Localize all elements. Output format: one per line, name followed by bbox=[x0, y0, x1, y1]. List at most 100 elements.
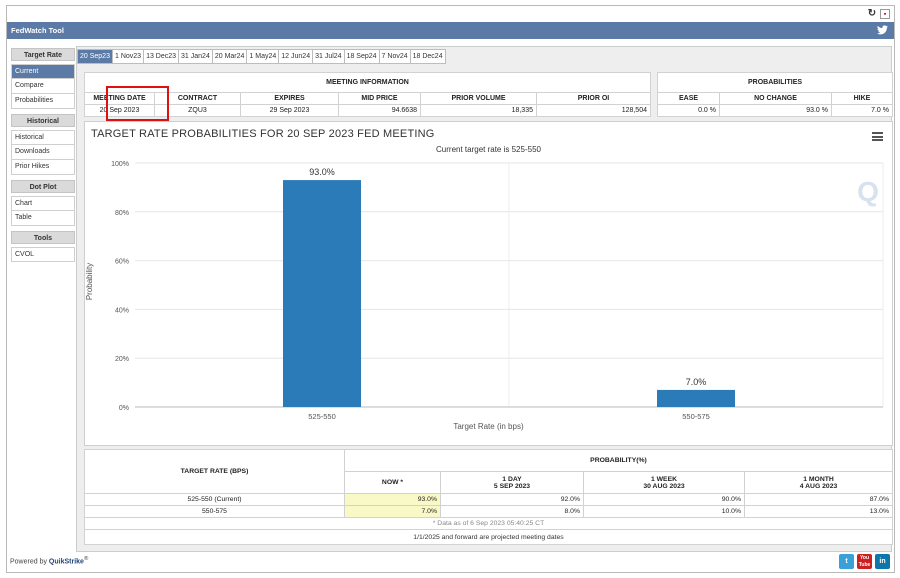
linkedin-icon[interactable]: in bbox=[875, 554, 890, 569]
col-ease: EASE bbox=[657, 92, 720, 105]
meeting-date-value: 20 Sep 2023 bbox=[84, 104, 155, 117]
probability-history-table: TARGET RATE (BPS) PROBABILITY(%) NOW * 1… bbox=[84, 449, 893, 545]
chart-menu-icon[interactable] bbox=[872, 132, 883, 141]
sidebar-group-tools: Tools bbox=[11, 231, 75, 244]
meeting-info-table: MEETING INFORMATION MEETING DATE CONTRAC… bbox=[84, 72, 651, 117]
chart-subtitle: Current target rate is 525-550 bbox=[436, 145, 541, 154]
watermark-logo: Q bbox=[857, 176, 879, 207]
col-1-day: 1 DAY 5 SEP 2023 bbox=[440, 471, 584, 494]
row-value: 8.0% bbox=[440, 505, 584, 518]
tab-20sep23[interactable]: 20 Sep23 bbox=[77, 49, 113, 64]
x-tick-label: 525-550 bbox=[308, 412, 336, 421]
col-mid-price: MID PRICE bbox=[338, 92, 421, 105]
x-tick-label: 550-575 bbox=[682, 412, 710, 421]
sidebar-group-target-rate: Target Rate bbox=[11, 48, 75, 61]
tab-1may24[interactable]: 1 May24 bbox=[247, 49, 280, 64]
sidebar-group-dot-plot: Dot Plot bbox=[11, 180, 75, 193]
row-rate: 525-550 (Current) bbox=[84, 493, 345, 506]
probabilities-table: PROBABILITIES EASE NO CHANGE HIKE 0.0 % … bbox=[657, 72, 893, 117]
col-no-change: NO CHANGE bbox=[719, 92, 832, 105]
col-now-label: NOW * bbox=[381, 479, 404, 486]
mid-price-value: 94.6638 bbox=[338, 104, 421, 117]
row-value: 90.0% bbox=[583, 493, 745, 506]
meeting-tabs: 20 Sep23 1 Nov23 13 Dec23 31 Jan24 20 Ma… bbox=[77, 49, 446, 64]
tab-18sep24[interactable]: 18 Sep24 bbox=[344, 49, 380, 64]
meeting-info-header: MEETING INFORMATION bbox=[84, 72, 651, 93]
row-value: 93.0% bbox=[344, 493, 441, 506]
col-1-week-date: 30 AUG 2023 bbox=[643, 482, 685, 490]
sidebar-group-historical: Historical bbox=[11, 114, 75, 127]
bar-data-label: 7.0% bbox=[686, 377, 707, 387]
col-1-week-label: 1 WEEK bbox=[650, 475, 678, 483]
chart-title: TARGET RATE PROBABILITIES FOR 20 SEP 202… bbox=[91, 128, 435, 140]
y-tick-label: 80% bbox=[115, 210, 129, 217]
col-probability: PROBABILITY(%) bbox=[344, 449, 893, 472]
sidebar-item-table[interactable]: Table bbox=[11, 211, 75, 226]
col-prior-volume: PRIOR VOLUME bbox=[420, 92, 537, 105]
sidebar-item-chart[interactable]: Chart bbox=[11, 196, 75, 211]
twitter-icon[interactable] bbox=[877, 25, 888, 35]
pdf-icon[interactable]: ▪ bbox=[880, 9, 890, 19]
tab-1nov23[interactable]: 1 Nov23 bbox=[112, 49, 145, 64]
probabilities-header: PROBABILITIES bbox=[657, 72, 893, 93]
col-1-week: 1 WEEK 30 AUG 2023 bbox=[583, 471, 745, 494]
sidebar-item-downloads[interactable]: Downloads bbox=[11, 145, 75, 160]
app-frame: ↻ ▪ FedWatch Tool Target Rate Current Co… bbox=[6, 5, 895, 573]
social-links: t You Tube in bbox=[839, 554, 890, 569]
sidebar-item-probabilities[interactable]: Probabilities bbox=[11, 94, 75, 109]
sidebar-item-compare[interactable]: Compare bbox=[11, 79, 75, 94]
sidebar-item-prior-hikes[interactable]: Prior Hikes bbox=[11, 160, 75, 175]
footer: Powered by QuikStrike® bbox=[10, 556, 89, 566]
y-tick-label: 100% bbox=[111, 161, 129, 168]
sidebar-item-historical[interactable]: Historical bbox=[11, 130, 75, 145]
col-1-month-label: 1 MONTH bbox=[803, 475, 834, 483]
row-value: 87.0% bbox=[744, 493, 893, 506]
tab-7nov24[interactable]: 7 Nov24 bbox=[379, 49, 411, 64]
y-tick-label: 60% bbox=[115, 259, 129, 266]
sidebar-item-current[interactable]: Current bbox=[11, 64, 75, 79]
chart-x-axis-title: Target Rate (in bps) bbox=[453, 422, 524, 431]
bar bbox=[283, 180, 361, 407]
tab-20mar24[interactable]: 20 Mar24 bbox=[212, 49, 248, 64]
hike-value: 7.0 % bbox=[831, 104, 893, 117]
col-now: NOW * bbox=[344, 471, 441, 494]
bar-data-label: 93.0% bbox=[309, 167, 335, 177]
main-panel: 20 Sep23 1 Nov23 13 Dec23 31 Jan24 20 Ma… bbox=[76, 46, 893, 552]
y-tick-label: 40% bbox=[115, 307, 129, 314]
col-1-month-date: 4 AUG 2023 bbox=[799, 482, 838, 490]
tab-18dec24[interactable]: 18 Dec24 bbox=[410, 49, 446, 64]
col-1-month: 1 MONTH 4 AUG 2023 bbox=[744, 471, 893, 494]
row-value: 13.0% bbox=[744, 505, 893, 518]
y-tick-label: 20% bbox=[115, 356, 129, 363]
col-meeting-date: MEETING DATE bbox=[84, 92, 155, 105]
tab-31jan24[interactable]: 31 Jan24 bbox=[179, 49, 213, 64]
row-rate: 550-575 bbox=[84, 505, 345, 518]
col-contract: CONTRACT bbox=[154, 92, 241, 105]
prior-volume-value: 18,335 bbox=[420, 104, 537, 117]
highlight-box bbox=[106, 86, 169, 121]
top-strip: ↻ ▪ bbox=[7, 6, 894, 22]
chart-plot: 0% 20% 40% 60% 80% 100% 93.0% 525-550 7.0% 550-57… bbox=[111, 161, 884, 421]
y-tick-label: 0% bbox=[119, 405, 129, 412]
projected-dates-note: 1/1/2025 and forward are projected meeti… bbox=[84, 529, 893, 545]
bar bbox=[657, 389, 735, 407]
col-prior-oi: PRIOR OI bbox=[536, 92, 651, 105]
table-row: 525-550 (Current) 93.0% 92.0% 90.0% 87.0… bbox=[84, 493, 893, 506]
youtube-icon[interactable]: You Tube bbox=[857, 554, 872, 569]
table-row: 550-575 7.0% 8.0% 10.0% 13.0% bbox=[84, 505, 893, 518]
app-title: FedWatch Tool bbox=[11, 26, 64, 35]
twitter-share-icon[interactable]: t bbox=[839, 554, 854, 569]
no-change-value: 93.0 % bbox=[719, 104, 832, 117]
row-value: 92.0% bbox=[440, 493, 584, 506]
ease-value: 0.0 % bbox=[657, 104, 720, 117]
sidebar-item-cvol[interactable]: CVOL bbox=[11, 247, 75, 262]
tab-13dec23[interactable]: 13 Dec23 bbox=[144, 49, 180, 64]
tab-12jun24[interactable]: 12 Jun24 bbox=[279, 49, 314, 64]
col-expires: EXPIRES bbox=[240, 92, 339, 105]
contract-value: ZQU3 bbox=[154, 104, 241, 117]
refresh-icon[interactable]: ↻ bbox=[867, 8, 877, 19]
sidebar: Target Rate Current Compare Probabilitie… bbox=[11, 48, 75, 262]
quikstrike-brand[interactable]: QuikStrike bbox=[48, 558, 84, 566]
row-value: 7.0% bbox=[344, 505, 441, 518]
tab-31jul24[interactable]: 31 Jul24 bbox=[313, 49, 345, 64]
